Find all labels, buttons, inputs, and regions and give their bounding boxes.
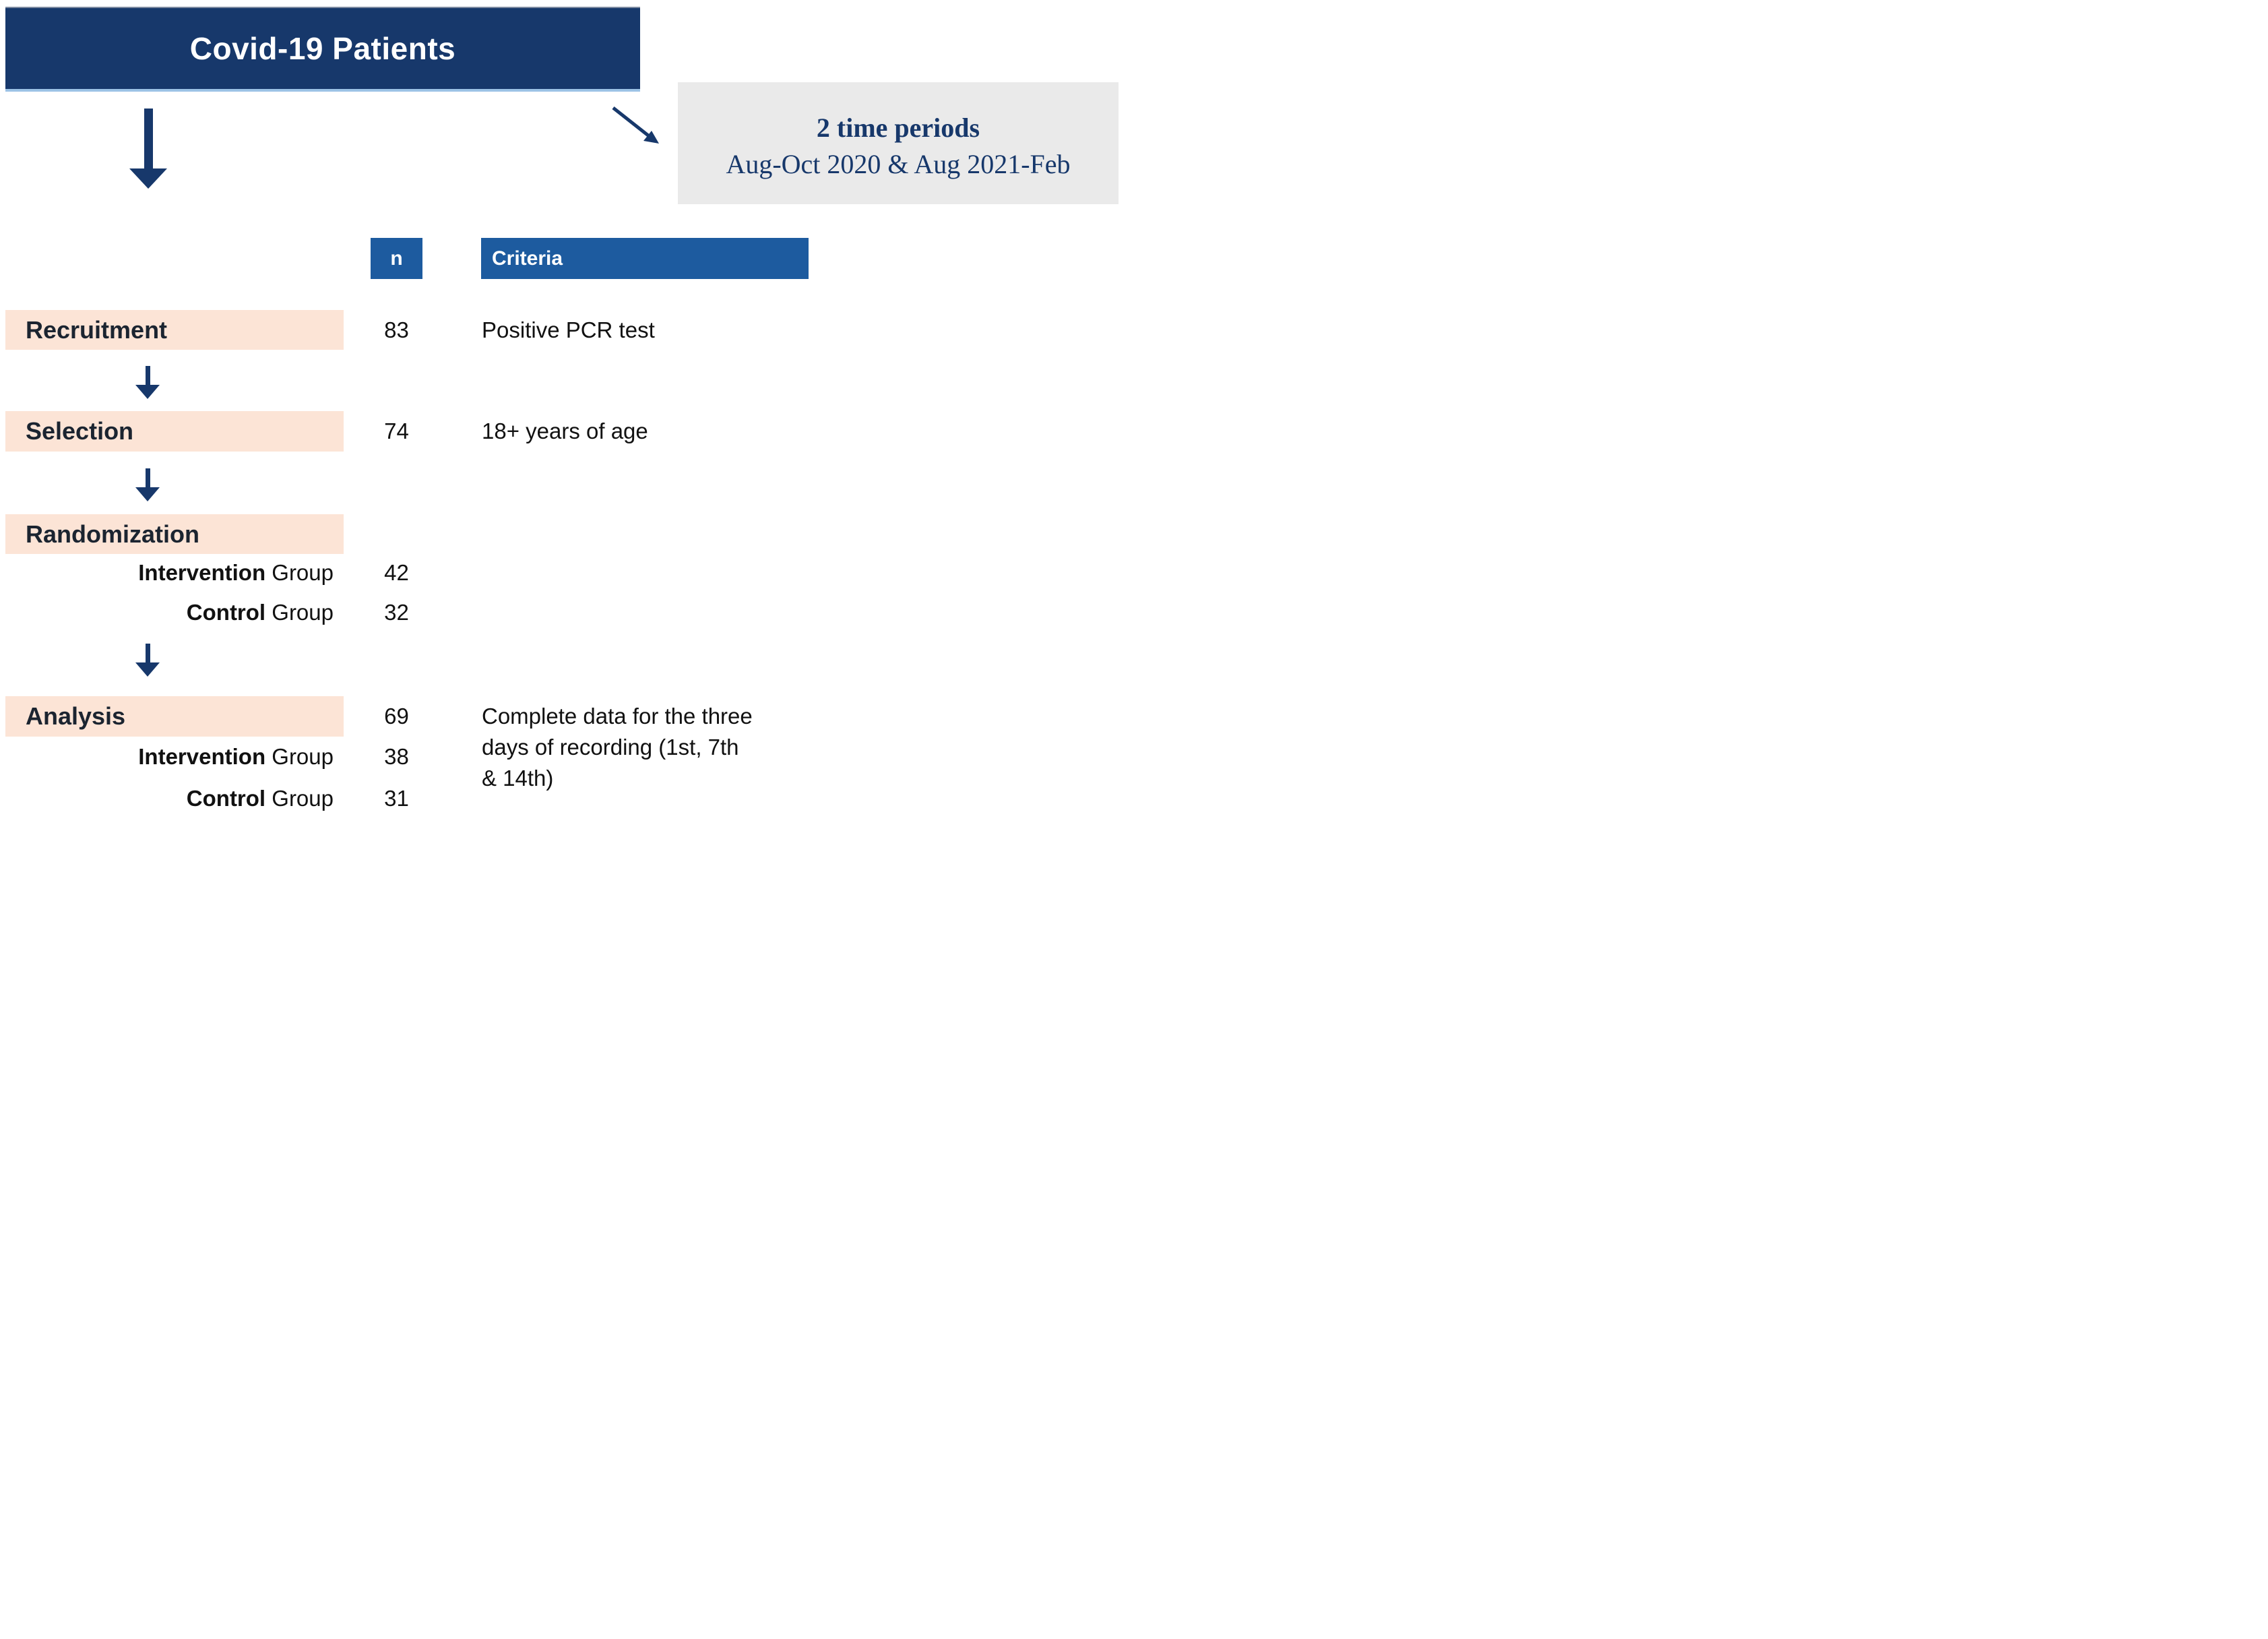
group-label-rest: Group [265, 744, 334, 769]
group-label-rest: Group [265, 786, 334, 811]
n-header-label: n [390, 247, 403, 270]
criteria-line: & 14th) [482, 766, 554, 791]
column-header-n: n [371, 238, 422, 279]
stage-label: Analysis [26, 702, 126, 730]
group-label-bold: Intervention [138, 560, 266, 585]
stage-label: Recruitment [26, 315, 168, 344]
stage-criteria-analysis: Complete data for the three days of reco… [482, 701, 798, 794]
column-header-criteria: Criteria [481, 238, 809, 279]
arrow-head [135, 487, 160, 501]
group-label-bold: Control [186, 786, 266, 811]
stage-label: Selection [26, 417, 134, 445]
group-n-intervention: 38 [384, 744, 409, 769]
group-label-bold: Control [186, 600, 266, 625]
time-periods-heading: 2 time periods [816, 113, 980, 143]
arrow-shaft [145, 468, 150, 487]
stage-n-analysis: 69 [384, 704, 409, 729]
stage-n-selection: 74 [384, 419, 409, 443]
group-label-rest: Group [265, 600, 334, 625]
group-n-control: 31 [384, 786, 409, 811]
down-arrow-icon [135, 468, 160, 501]
time-periods-dates: Aug-Oct 2020 & Aug 2021-Feb [726, 149, 1071, 179]
arrow-shaft [145, 366, 150, 385]
criteria-line: Complete data for the three [482, 704, 753, 729]
group-label-bold: Intervention [138, 744, 266, 769]
title-box: Covid-19 Patients [5, 7, 640, 92]
stage-box-analysis: Analysis [5, 696, 344, 737]
group-label-rest: Group [265, 560, 334, 585]
down-arrow-icon [129, 109, 167, 189]
group-label-intervention: Intervention Group [0, 743, 334, 770]
criteria-header-label: Criteria [492, 247, 563, 270]
group-label-control: Control Group [0, 785, 334, 812]
stage-label: Randomization [26, 520, 199, 548]
stage-n-recruitment: 83 [384, 317, 409, 342]
group-label-intervention: Intervention Group [0, 559, 334, 586]
down-arrow-icon [135, 644, 160, 677]
criteria-line: days of recording (1st, 7th [482, 735, 739, 760]
arrow-shaft [144, 109, 153, 168]
arrow-head [135, 385, 160, 399]
diagonal-arrow-icon [612, 106, 659, 144]
arrow-head [135, 662, 160, 677]
down-arrow-icon [135, 366, 160, 399]
time-periods-note: 2 time periods Aug-Oct 2020 & Aug 2021-F… [678, 82, 1119, 204]
group-n-intervention: 42 [384, 560, 409, 585]
study-flow-diagram: Covid-19 Patients 2 time periods Aug-Oct… [0, 0, 1134, 819]
stage-criteria-recruitment: Positive PCR test [482, 317, 655, 342]
stage-criteria-selection: 18+ years of age [482, 419, 648, 443]
stage-box-randomization: Randomization [5, 514, 344, 554]
stage-box-selection: Selection [5, 411, 344, 452]
arrow-head [129, 168, 167, 189]
page-title: Covid-19 Patients [189, 31, 456, 66]
group-label-control: Control Group [0, 599, 334, 626]
stage-box-recruitment: Recruitment [5, 310, 344, 350]
arrow-shaft [145, 644, 150, 662]
group-n-control: 32 [384, 600, 409, 625]
